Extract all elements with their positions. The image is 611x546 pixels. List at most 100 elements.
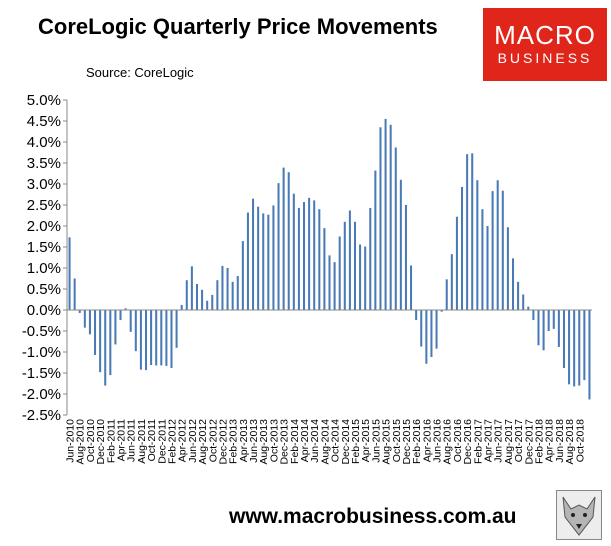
x-tick-label: Dec-2010: [95, 419, 107, 465]
bar: [73, 278, 76, 310]
bar: [374, 170, 377, 310]
bar: [481, 209, 484, 310]
x-tick-label: Dec-2013: [279, 419, 291, 465]
source-note: Source: CoreLogic: [86, 65, 194, 80]
bar: [160, 310, 163, 366]
bar: [231, 281, 234, 310]
bar: [206, 300, 209, 310]
bar: [399, 179, 402, 310]
x-tick-label: Oct-2011: [146, 419, 158, 462]
bar-chart: 5.0% 4.5% 4.0% 3.5% 3.0% 2.5% 2.0% 1.5% 1.0% 0.5%…: [22, 92, 592, 465]
x-tick-label: Feb-2018: [533, 419, 545, 464]
bar: [359, 244, 362, 310]
bar: [517, 281, 520, 310]
bar: [150, 310, 153, 366]
x-tick-label: Feb-2017: [472, 419, 484, 464]
bar: [180, 304, 183, 310]
bar: [165, 310, 168, 366]
x-tick-label: Feb-2012: [166, 419, 178, 464]
wolf-logo-icon: [556, 490, 602, 540]
bar: [195, 283, 198, 310]
x-tick-label: Jun-2016: [432, 419, 444, 463]
x-tick-label: Feb-2016: [411, 419, 423, 464]
x-tick-label: Oct-2018: [574, 419, 586, 462]
y-tick-label: 0.5%: [27, 281, 61, 298]
bar: [583, 310, 586, 381]
bar: [435, 310, 438, 349]
x-tick-label: Jun-2014: [309, 419, 321, 463]
y-tick-label: -1.5%: [22, 365, 61, 382]
x-tick-label: Oct-2012: [207, 419, 219, 462]
bar: [440, 310, 443, 312]
x-tick-label: Aug-2014: [319, 419, 331, 465]
bar: [568, 310, 571, 385]
y-tick-label: 1.5%: [27, 239, 61, 256]
x-tick-label: Aug-2011: [136, 419, 148, 464]
macrobusiness-logo: MACRO BUSINESS: [483, 8, 607, 81]
bar: [83, 310, 86, 328]
bar: [476, 180, 479, 310]
bar: [466, 154, 469, 310]
bar: [552, 310, 555, 329]
bar: [420, 310, 423, 347]
bar: [404, 205, 407, 310]
x-tick-label: Oct-2014: [330, 419, 342, 462]
bar: [267, 214, 270, 310]
x-tick-label: Dec-2017: [523, 419, 535, 465]
bar: [211, 294, 214, 310]
x-tick-label: Oct-2017: [513, 419, 525, 462]
y-tick-label: 4.0%: [27, 134, 61, 151]
bar: [185, 280, 188, 310]
bar: [394, 147, 397, 310]
bar: [455, 216, 458, 310]
x-tick-label: Jun-2013: [248, 419, 260, 463]
x-tick-label: Oct-2013: [268, 419, 280, 462]
bar: [445, 279, 448, 310]
bar: [119, 310, 122, 321]
x-tick-label: Dec-2016: [462, 419, 474, 465]
y-tick-label: 3.5%: [27, 155, 61, 172]
y-tick-label: 5.0%: [27, 92, 61, 109]
bar: [99, 310, 102, 373]
bar: [506, 227, 509, 310]
bar: [384, 118, 387, 311]
bar: [109, 310, 112, 376]
bar: [557, 310, 560, 347]
bar: [369, 207, 372, 310]
bar: [257, 206, 260, 310]
bar: [292, 193, 295, 310]
bar: [78, 310, 81, 313]
x-tick-label: Dec-2011: [156, 419, 168, 464]
bar: [134, 310, 137, 352]
bar: [155, 310, 158, 366]
x-tick-label: Aug-2013: [258, 419, 270, 465]
x-tick-label: Apr-2013: [238, 419, 250, 462]
bar: [425, 310, 428, 364]
bar: [277, 183, 280, 310]
x-tick-label: Aug-2017: [503, 419, 515, 465]
y-tick-label: 3.0%: [27, 176, 61, 193]
bar: [236, 275, 239, 310]
bar: [287, 172, 290, 310]
x-tick-label: Jun-2015: [370, 419, 382, 463]
bar: [486, 226, 489, 310]
y-tick-label: 2.0%: [27, 218, 61, 235]
bar: [139, 310, 142, 370]
y-tick-label: 1.0%: [27, 260, 61, 277]
bar: [303, 202, 306, 310]
x-tick-label: Aug-2012: [197, 419, 209, 465]
y-tick-label: -2.0%: [22, 386, 61, 403]
bar: [364, 246, 367, 310]
bar: [282, 167, 285, 310]
bar: [542, 310, 545, 351]
bar: [129, 310, 132, 332]
bar: [323, 228, 326, 310]
x-tick-label: Aug-2016: [442, 419, 454, 465]
bar: [578, 310, 581, 386]
x-tick-label: Aug-2015: [381, 419, 393, 465]
bar: [175, 310, 178, 348]
bar: [527, 306, 530, 310]
bar: [216, 280, 219, 310]
bar: [532, 310, 535, 321]
logo-line-2: BUSINESS: [497, 50, 593, 66]
